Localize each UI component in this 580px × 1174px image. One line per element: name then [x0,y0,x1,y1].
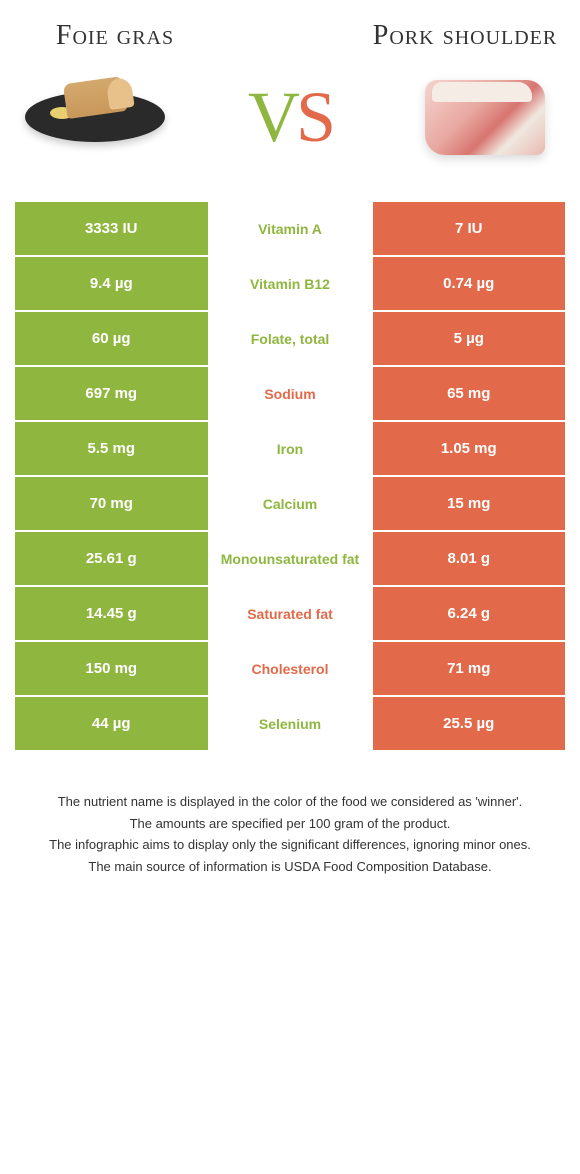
nutrient-label: Vitamin B12 [208,257,373,310]
value-right: 65 mg [373,367,566,420]
value-right: 15 mg [373,477,566,530]
vs-v: V [248,77,296,157]
value-right: 1.05 mg [373,422,566,475]
value-right: 6.24 g [373,587,566,640]
vs-label: VS [248,76,332,159]
food-right-title: Pork shoulder [365,20,565,52]
header: Foie gras Pork shoulder [15,20,565,52]
footer-notes: The nutrient name is displayed in the co… [15,792,565,876]
nutrient-label: Saturated fat [208,587,373,640]
table-row: 60 µgFolate, total5 µg [15,312,565,367]
footer-line: The main source of information is USDA F… [25,857,555,877]
footer-line: The amounts are specified per 100 gram o… [25,814,555,834]
nutrient-label: Folate, total [208,312,373,365]
food-left-image [15,62,175,172]
footer-line: The nutrient name is displayed in the co… [25,792,555,812]
value-left: 14.45 g [15,587,208,640]
table-row: 697 mgSodium65 mg [15,367,565,422]
value-right: 71 mg [373,642,566,695]
value-left: 44 µg [15,697,208,750]
nutrient-label: Vitamin A [208,202,373,255]
value-right: 25.5 µg [373,697,566,750]
nutrient-label: Iron [208,422,373,475]
value-right: 0.74 µg [373,257,566,310]
food-left-title: Foie gras [15,20,215,52]
table-row: 150 mgCholesterol71 mg [15,642,565,697]
nutrient-label: Monounsaturated fat [208,532,373,585]
value-right: 8.01 g [373,532,566,585]
table-row: 25.61 gMonounsaturated fat8.01 g [15,532,565,587]
table-row: 5.5 mgIron1.05 mg [15,422,565,477]
value-left: 5.5 mg [15,422,208,475]
nutrient-label: Cholesterol [208,642,373,695]
nutrient-label: Sodium [208,367,373,420]
value-left: 3333 IU [15,202,208,255]
value-left: 25.61 g [15,532,208,585]
food-right-image [405,62,565,172]
table-row: 44 µgSelenium25.5 µg [15,697,565,752]
table-row: 14.45 gSaturated fat6.24 g [15,587,565,642]
nutrient-table: 3333 IUVitamin A7 IU9.4 µgVitamin B120.7… [15,202,565,752]
table-row: 3333 IUVitamin A7 IU [15,202,565,257]
vs-row: VS [15,62,565,172]
nutrient-label: Calcium [208,477,373,530]
value-left: 60 µg [15,312,208,365]
value-left: 697 mg [15,367,208,420]
value-right: 5 µg [373,312,566,365]
table-row: 70 mgCalcium15 mg [15,477,565,532]
value-left: 70 mg [15,477,208,530]
table-row: 9.4 µgVitamin B120.74 µg [15,257,565,312]
value-left: 9.4 µg [15,257,208,310]
footer-line: The infographic aims to display only the… [25,835,555,855]
vs-s: S [296,77,332,157]
value-left: 150 mg [15,642,208,695]
nutrient-label: Selenium [208,697,373,750]
value-right: 7 IU [373,202,566,255]
